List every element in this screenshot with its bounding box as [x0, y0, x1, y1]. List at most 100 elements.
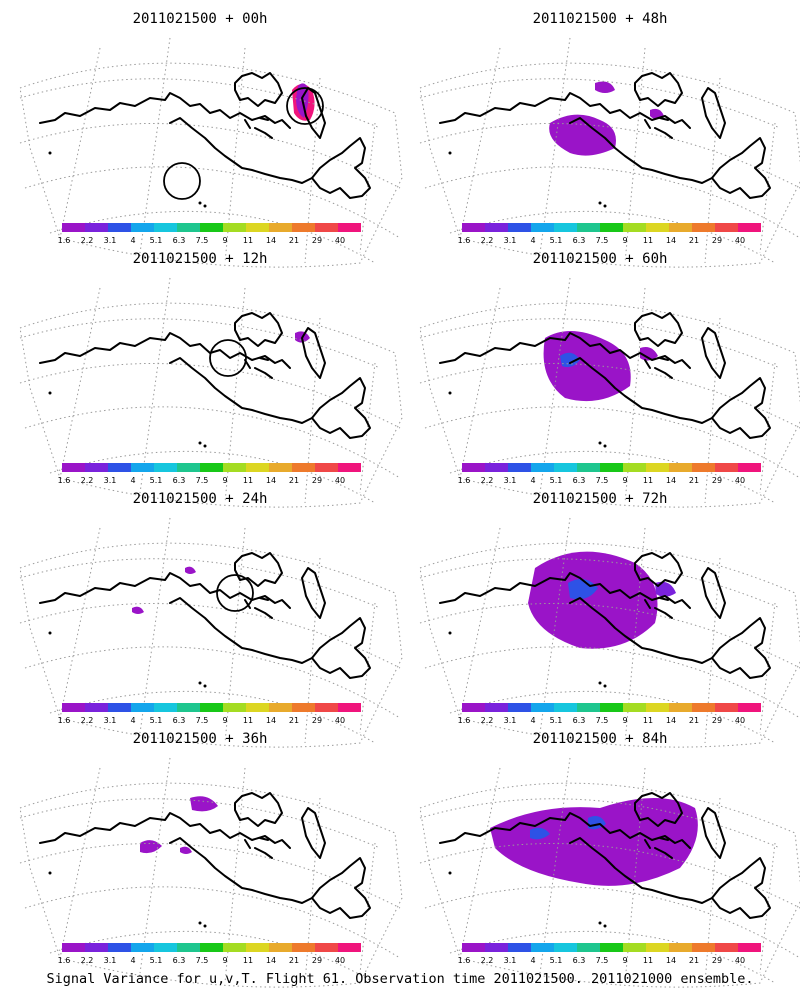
colorbar-swatch — [692, 703, 715, 712]
map-panel-00h: 2011021500 + 00h 1.6 2.2 3.1 4 5.1 6.3 7.5 9 11 14… — [19, 11, 403, 269]
colorbar-swatch — [108, 223, 131, 232]
colorbar-swatch — [154, 463, 177, 472]
colorbar-label: 3.1 — [104, 956, 117, 965]
colorbar-label: 21 — [289, 956, 299, 965]
colorbar-label: 3.1 — [504, 956, 517, 965]
colorbar-swatch — [577, 223, 600, 232]
map-panel-36h: 2011021500 + 36h 1.6 2.2 3.1 4 5.1 6.3 7.5 9 11 14… — [19, 731, 403, 989]
colorbar-swatch — [600, 703, 623, 712]
colorbar-label: 9 — [222, 956, 227, 965]
colorbar-label: 14 — [266, 716, 276, 725]
colorbar-label: 21 — [689, 716, 699, 725]
colorbar-swatch — [315, 943, 338, 952]
basemap — [419, 277, 800, 509]
colorbar-label: 9 — [622, 236, 627, 245]
colorbar-label: 40 — [735, 236, 745, 245]
colorbar: 1.6 2.2 3.1 4 5.1 6.3 7.5 9 11 14 21 29 40 — [58, 223, 361, 245]
colorbar-label: 7.5 — [596, 236, 609, 245]
colorbar-label: 21 — [689, 476, 699, 485]
colorbar-label: 2.2 — [81, 236, 94, 245]
colorbar-swatch — [646, 943, 669, 952]
colorbar-label: 5.1 — [150, 716, 163, 725]
colorbar-label: 11 — [243, 476, 253, 485]
colorbar-swatch — [223, 703, 246, 712]
colorbar-label: 4 — [130, 476, 135, 485]
colorbar-label: 9 — [622, 956, 627, 965]
colorbar-label: 9 — [622, 716, 627, 725]
colorbar-swatch — [600, 223, 623, 232]
colorbar-label: 5.1 — [150, 476, 163, 485]
colorbar-label: 1.6 — [458, 956, 471, 965]
colorbar-label: 3.1 — [104, 476, 117, 485]
colorbar-label: 9 — [222, 716, 227, 725]
colorbar-label: 2.2 — [481, 956, 494, 965]
colorbar-swatch — [646, 703, 669, 712]
colorbar-swatch — [577, 943, 600, 952]
colorbar-swatch — [292, 463, 315, 472]
panel-title: 2011021500 + 72h — [533, 491, 668, 507]
basemap — [19, 37, 403, 269]
colorbar-swatch — [292, 223, 315, 232]
colorbar-label: 3.1 — [104, 716, 117, 725]
colorbar: 1.6 2.2 3.1 4 5.1 6.3 7.5 9 11 14 21 29 40 — [458, 943, 761, 965]
colorbar-swatch — [623, 943, 646, 952]
coastline-and-graticule — [19, 277, 403, 509]
colorbar-swatch — [669, 463, 692, 472]
colorbar-label: 1.6 — [58, 476, 71, 485]
colorbar-swatch — [292, 703, 315, 712]
signal-variance-region — [595, 81, 615, 93]
colorbar-swatch — [600, 463, 623, 472]
map-panel-12h: 2011021500 + 12h 1.6 2.2 3.1 4 5.1 6.3 7.5 9 11 14… — [19, 251, 403, 509]
colorbar-swatch — [738, 943, 761, 952]
signal-variance-region — [543, 330, 631, 402]
colorbar-label: 3.1 — [504, 716, 517, 725]
colorbar-swatch — [462, 943, 485, 952]
colorbar: 1.6 2.2 3.1 4 5.1 6.3 7.5 9 11 14 21 29 40 — [58, 943, 361, 965]
colorbar-label: 5.1 — [550, 716, 563, 725]
colorbar-swatch — [646, 223, 669, 232]
observation-circle — [286, 87, 324, 125]
signal-variance-region — [560, 352, 580, 368]
figure-footer: Signal Variance for u,v,T. Flight 61. Ob… — [46, 971, 753, 987]
colorbar-label: 4 — [530, 236, 535, 245]
colorbar-swatch — [154, 223, 177, 232]
colorbar-swatch — [177, 463, 200, 472]
colorbar-label: 1.6 — [458, 716, 471, 725]
signal-variance-region — [528, 551, 658, 649]
panel-title: 2011021500 + 24h — [133, 491, 268, 507]
colorbar-label: 29 — [312, 476, 322, 485]
colorbar-swatch — [177, 703, 200, 712]
colorbar-label: 7.5 — [196, 956, 209, 965]
colorbar-swatch — [715, 463, 738, 472]
colorbar-label: 21 — [689, 236, 699, 245]
colorbar-swatch — [315, 703, 338, 712]
colorbar-label: 6.3 — [173, 956, 186, 965]
colorbar-swatch — [692, 223, 715, 232]
colorbar-label: 29 — [312, 716, 322, 725]
colorbar-label: 29 — [312, 236, 322, 245]
signal-variance-region — [568, 579, 598, 600]
colorbar-label: 7.5 — [596, 716, 609, 725]
colorbar-label: 11 — [643, 476, 653, 485]
colorbar-swatch — [600, 943, 623, 952]
colorbar-swatch — [131, 463, 154, 472]
colorbar-label: 21 — [689, 956, 699, 965]
colorbar-swatch — [154, 943, 177, 952]
colorbar-label: 11 — [643, 716, 653, 725]
colorbar-swatch — [715, 943, 738, 952]
colorbar-label: 7.5 — [196, 716, 209, 725]
colorbar-label: 2.2 — [81, 476, 94, 485]
colorbar-swatch — [669, 223, 692, 232]
basemap — [419, 757, 800, 989]
colorbar-label: 6.3 — [173, 476, 186, 485]
colorbar-swatch — [292, 943, 315, 952]
signal-variance-region — [549, 114, 616, 156]
basemap — [19, 277, 403, 509]
signal-variance-region — [180, 846, 192, 854]
colorbar-swatch — [623, 223, 646, 232]
colorbar-label: 3.1 — [504, 476, 517, 485]
colorbar-swatch — [554, 943, 577, 952]
colorbar-swatch — [508, 943, 531, 952]
colorbar-swatch — [246, 703, 269, 712]
colorbar-swatch — [623, 703, 646, 712]
